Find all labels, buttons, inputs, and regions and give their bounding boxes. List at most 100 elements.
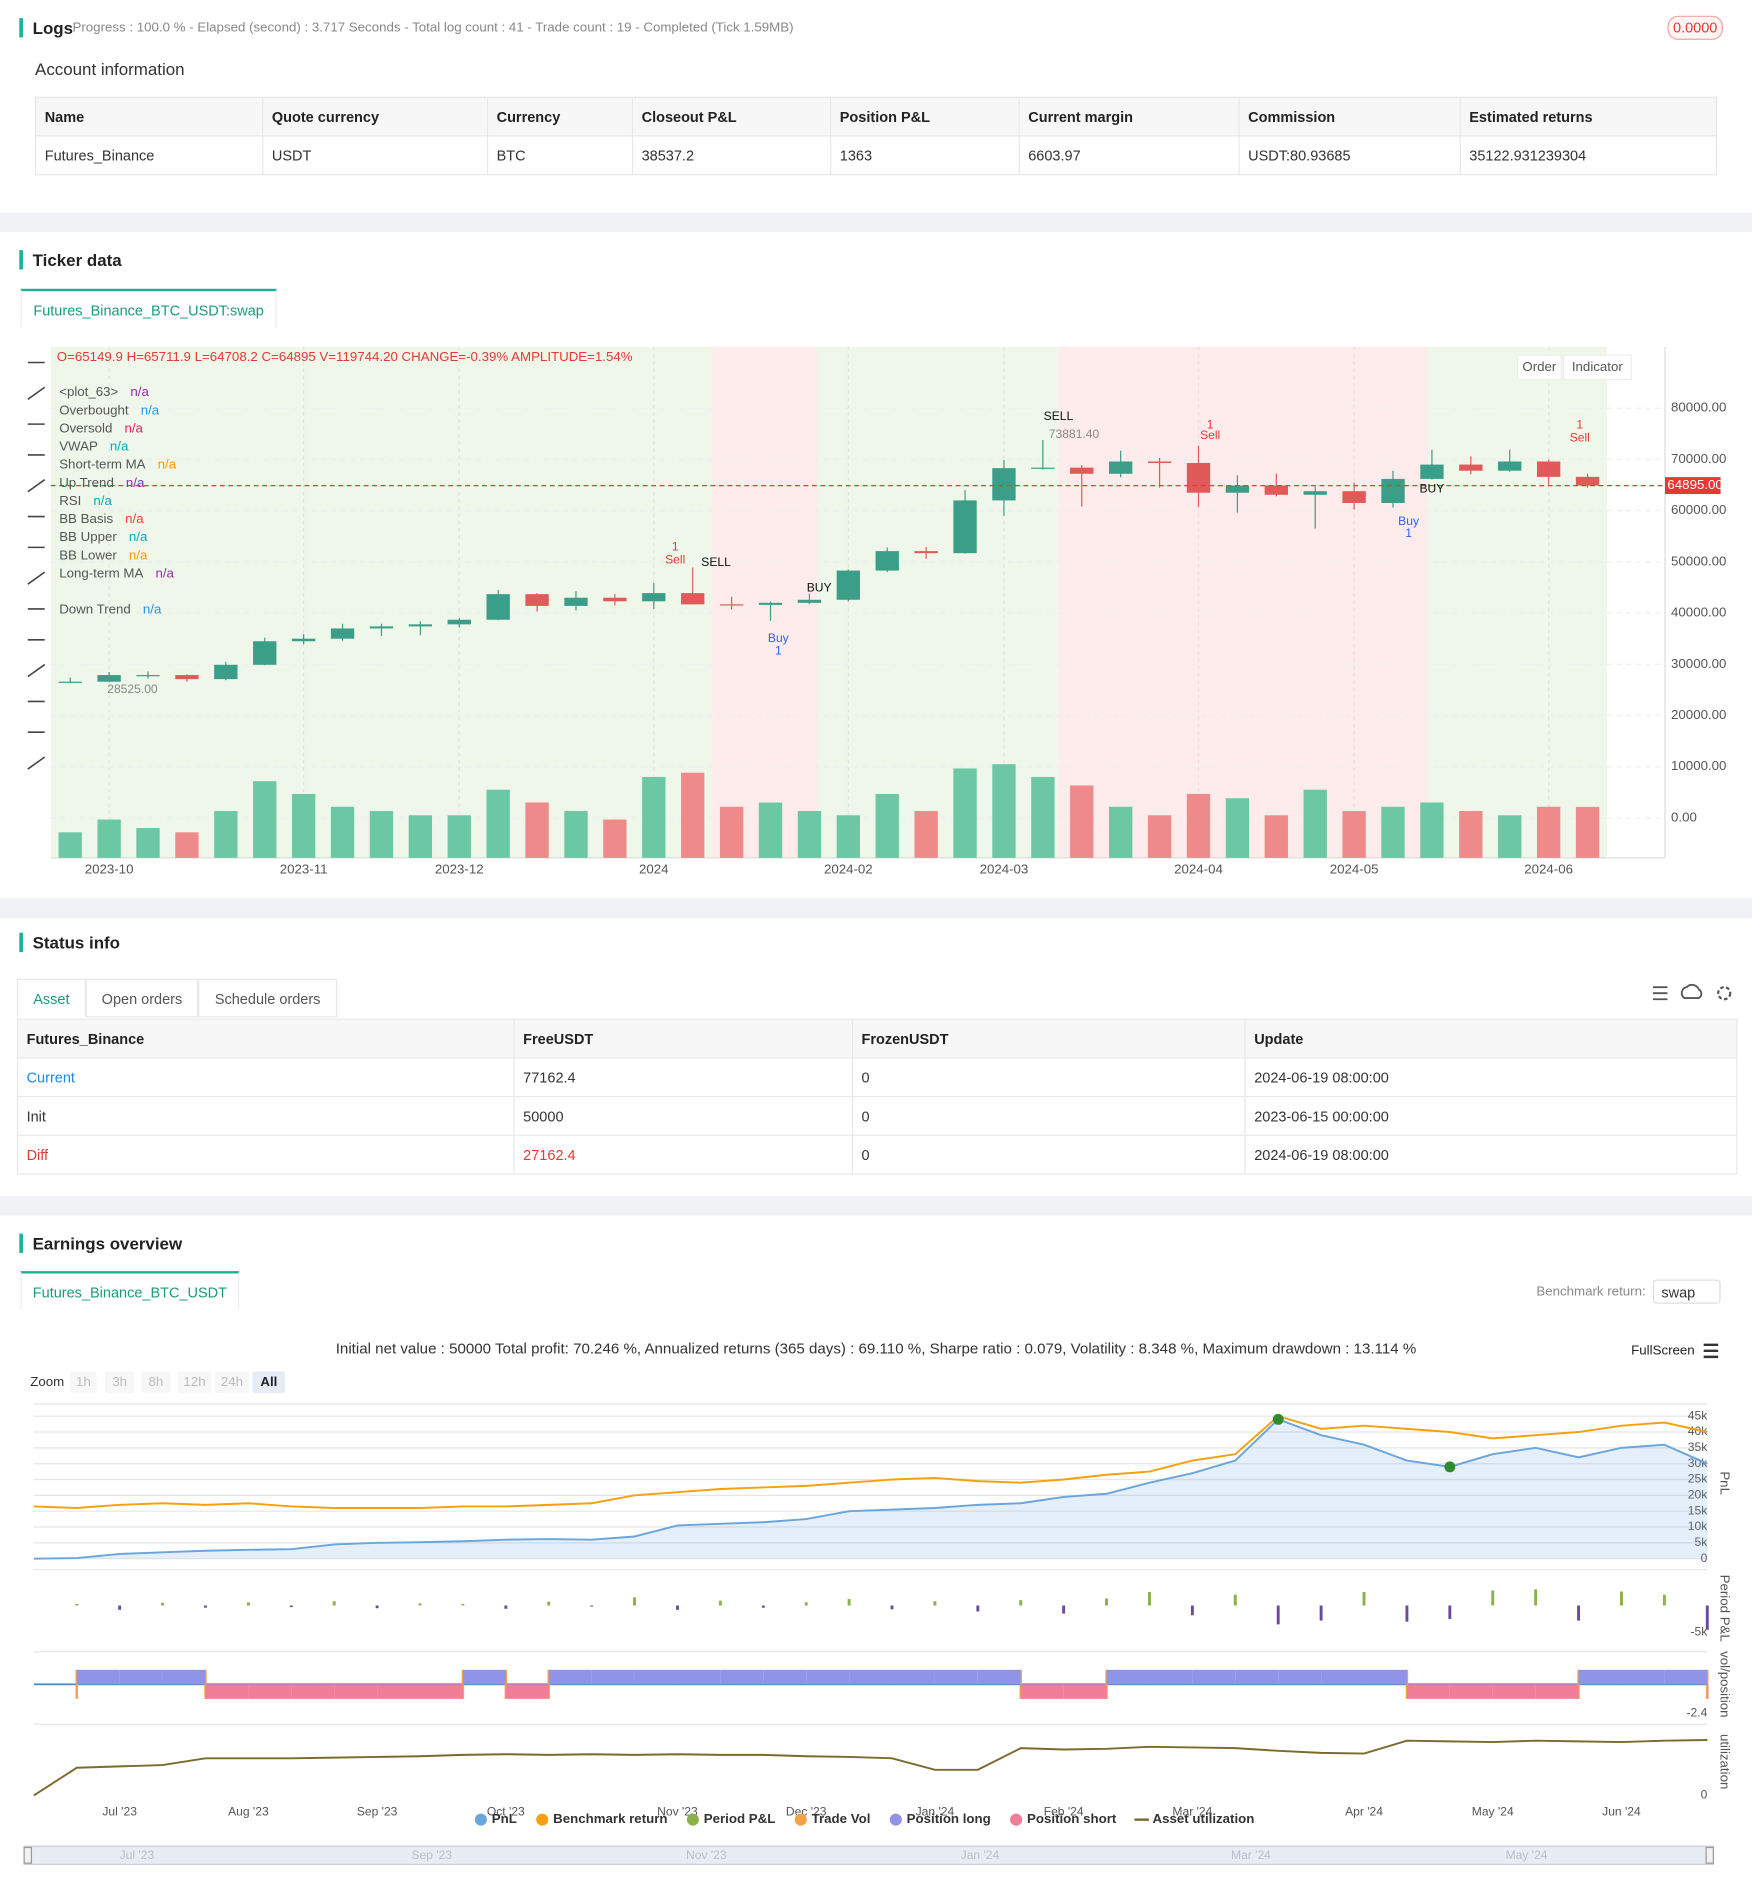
tab[interactable]: Asset xyxy=(16,978,86,1018)
tool-icon[interactable] xyxy=(27,756,46,770)
fullscreen-button[interactable]: FullScreen xyxy=(1631,1343,1695,1359)
table-row: Init 50000 0 2023-06-15 00:00:00 xyxy=(16,1095,1738,1136)
axis-title: Period P&L xyxy=(1718,1575,1733,1642)
legend-label[interactable]: Asset utilization xyxy=(1153,1811,1255,1826)
tab[interactable]: Futures_Binance_BTC_USDT xyxy=(20,1271,240,1310)
bar xyxy=(1105,1598,1109,1606)
annotation: 1 xyxy=(672,539,679,553)
tab[interactable]: Futures_Binance_BTC_USDT:swap xyxy=(20,288,277,328)
column-header: FrozenUSDT xyxy=(851,1018,1246,1059)
line xyxy=(33,1415,1708,1509)
volume-bar xyxy=(1381,806,1405,858)
position-block xyxy=(1406,1684,1450,1699)
legend-label[interactable]: Benchmark return xyxy=(553,1811,667,1826)
legend-label[interactable]: Trade Vol xyxy=(812,1811,871,1826)
legend-name: Oversold xyxy=(59,420,112,435)
navigator-label: Sep '23 xyxy=(411,1848,452,1862)
legend-label[interactable]: Period P&L xyxy=(704,1811,776,1826)
tool-icon[interactable] xyxy=(27,479,46,493)
annotation: Sell xyxy=(1200,428,1220,442)
legend-value: n/a xyxy=(129,547,148,562)
y-tick-label: 15k xyxy=(1688,1503,1708,1517)
price-tag xyxy=(1665,477,1721,495)
x-tick-label: 2024-06 xyxy=(1524,861,1573,876)
zoom-button[interactable]: All xyxy=(252,1371,286,1394)
candle-body xyxy=(1031,467,1055,469)
position-block xyxy=(205,1684,249,1699)
bar xyxy=(1405,1605,1409,1622)
menu-icon[interactable] xyxy=(1701,1342,1720,1359)
legend-label[interactable]: Position short xyxy=(1027,1811,1117,1826)
x-tick-label: Jun '24 xyxy=(1602,1805,1641,1819)
x-tick-label: Aug '23 xyxy=(228,1805,269,1819)
navigator-handle[interactable] xyxy=(1705,1846,1714,1864)
y-tick-label: 10000.00 xyxy=(1671,758,1726,773)
candle-body xyxy=(836,570,861,600)
volume-bar xyxy=(758,802,783,858)
x-tick-label: Jul '23 xyxy=(102,1805,137,1819)
position-block xyxy=(76,1669,120,1685)
candle-body xyxy=(1498,461,1522,471)
zoom-button[interactable]: 8h xyxy=(141,1371,171,1394)
subsection-title: Account information xyxy=(35,59,185,79)
navigator-label: Jul '23 xyxy=(120,1848,155,1862)
candle-body xyxy=(914,551,938,554)
table-cell: 35122.931239304 xyxy=(1459,135,1717,176)
button[interactable] xyxy=(1516,354,1562,381)
legend-value: n/a xyxy=(124,420,143,435)
table-cell: 0 xyxy=(851,1057,1246,1098)
tool-icon[interactable] xyxy=(27,386,46,400)
tab[interactable]: Open orders xyxy=(85,978,199,1018)
position-block xyxy=(1063,1684,1107,1699)
zoom-button[interactable]: 3h xyxy=(105,1371,135,1394)
annotation: Buy xyxy=(1398,514,1420,528)
annotation: Sell xyxy=(665,553,685,567)
candle-body xyxy=(408,624,433,627)
table-header-row: Futures_Binance FreeUSDT FrozenUSDT Update xyxy=(16,1018,1738,1059)
volume-bar xyxy=(953,768,977,858)
tool-icon[interactable] xyxy=(27,571,46,585)
volume-bar xyxy=(214,811,238,858)
separator xyxy=(0,212,1752,232)
table-row: Diff 27162.4 0 2024-06-19 08:00:00 xyxy=(16,1134,1738,1175)
candle-body xyxy=(58,681,82,683)
tool-icon[interactable] xyxy=(27,663,46,678)
volume-bar xyxy=(992,764,1016,858)
position-block xyxy=(1664,1669,1708,1685)
zoom-button[interactable]: 1h xyxy=(70,1371,97,1394)
bar xyxy=(1276,1605,1280,1625)
button-label: Order xyxy=(1522,359,1557,374)
column-header: Position P&L xyxy=(830,96,1020,137)
icon[interactable] xyxy=(1652,986,1668,1001)
x-tick-label: Dec '23 xyxy=(786,1805,827,1819)
y-tick-label: 45k xyxy=(1688,1408,1708,1422)
navigator-handle[interactable] xyxy=(23,1846,33,1864)
candle-body xyxy=(253,641,277,665)
bar xyxy=(933,1601,937,1606)
candle-body xyxy=(1303,491,1327,495)
zoom-button[interactable]: 24h xyxy=(215,1371,249,1394)
button-label: Indicator xyxy=(1572,359,1624,374)
zoom-button[interactable]: 12h xyxy=(177,1371,212,1394)
position-block xyxy=(162,1669,206,1685)
legend-label[interactable]: Position long xyxy=(907,1811,991,1826)
icon[interactable] xyxy=(1680,983,1703,999)
volume-bar xyxy=(136,828,160,858)
position-block xyxy=(977,1669,1021,1685)
tab[interactable]: Schedule orders xyxy=(198,978,338,1018)
candle-body xyxy=(447,619,471,625)
candle-body xyxy=(1109,461,1133,474)
annotation: BUY xyxy=(807,580,832,594)
benchmark-select[interactable]: swap xyxy=(1652,1279,1721,1304)
position-block xyxy=(1278,1669,1322,1685)
icon[interactable] xyxy=(1717,986,1732,1001)
annotation: BUY xyxy=(1420,481,1445,495)
legend-label[interactable]: PnL xyxy=(492,1811,517,1826)
section-title: Earnings overview xyxy=(19,1233,182,1253)
button[interactable] xyxy=(1562,354,1632,381)
separator xyxy=(0,1196,1752,1216)
volume-bar xyxy=(1186,793,1211,858)
legend-value: n/a xyxy=(141,402,160,417)
y-tick-label: -2.4 xyxy=(1686,1706,1707,1720)
volume-bar xyxy=(603,819,627,858)
